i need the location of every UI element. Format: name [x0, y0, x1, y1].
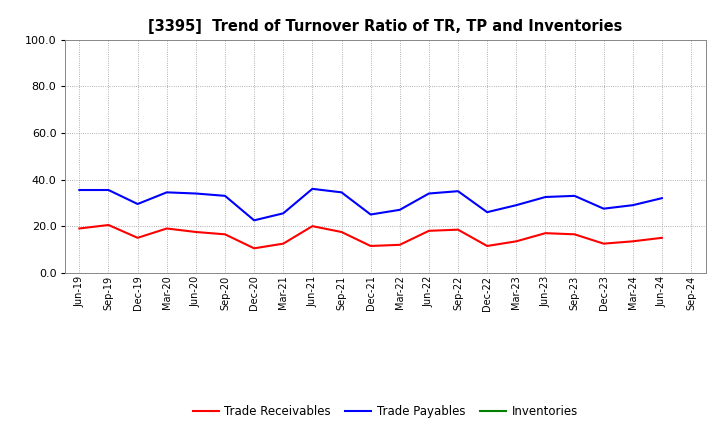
Trade Payables	[163, 190, 171, 195]
Trade Receivables	[163, 226, 171, 231]
Trade Payables	[366, 212, 375, 217]
Trade Receivables	[192, 229, 200, 235]
Trade Payables	[75, 187, 84, 193]
Trade Payables	[599, 206, 608, 211]
Trade Payables	[657, 195, 666, 201]
Trade Payables	[454, 188, 462, 194]
Trade Receivables	[395, 242, 404, 247]
Trade Payables	[483, 209, 492, 215]
Trade Payables	[425, 191, 433, 196]
Trade Receivables	[657, 235, 666, 240]
Trade Receivables	[75, 226, 84, 231]
Trade Receivables	[629, 238, 637, 244]
Trade Receivables	[337, 229, 346, 235]
Trade Receivables	[250, 246, 258, 251]
Trade Receivables	[512, 238, 521, 244]
Trade Payables	[133, 202, 142, 207]
Trade Payables	[192, 191, 200, 196]
Trade Receivables	[570, 232, 579, 237]
Trade Payables	[220, 193, 229, 198]
Trade Receivables	[454, 227, 462, 232]
Trade Receivables	[599, 241, 608, 246]
Trade Receivables	[220, 232, 229, 237]
Trade Receivables	[104, 222, 113, 227]
Trade Receivables	[366, 243, 375, 249]
Trade Payables	[308, 186, 317, 191]
Legend: Trade Receivables, Trade Payables, Inventories: Trade Receivables, Trade Payables, Inven…	[188, 400, 582, 422]
Trade Payables	[395, 207, 404, 213]
Trade Receivables	[483, 243, 492, 249]
Trade Receivables	[541, 231, 550, 236]
Trade Payables	[337, 190, 346, 195]
Trade Receivables	[308, 224, 317, 229]
Line: Trade Payables: Trade Payables	[79, 189, 662, 220]
Trade Payables	[512, 202, 521, 208]
Line: Trade Receivables: Trade Receivables	[79, 225, 662, 248]
Trade Receivables	[279, 241, 287, 246]
Trade Receivables	[425, 228, 433, 234]
Trade Payables	[570, 193, 579, 198]
Trade Payables	[104, 187, 113, 193]
Title: [3395]  Trend of Turnover Ratio of TR, TP and Inventories: [3395] Trend of Turnover Ratio of TR, TP…	[148, 19, 622, 34]
Trade Payables	[629, 202, 637, 208]
Trade Payables	[541, 194, 550, 200]
Trade Payables	[279, 211, 287, 216]
Trade Payables	[250, 218, 258, 223]
Trade Receivables	[133, 235, 142, 240]
